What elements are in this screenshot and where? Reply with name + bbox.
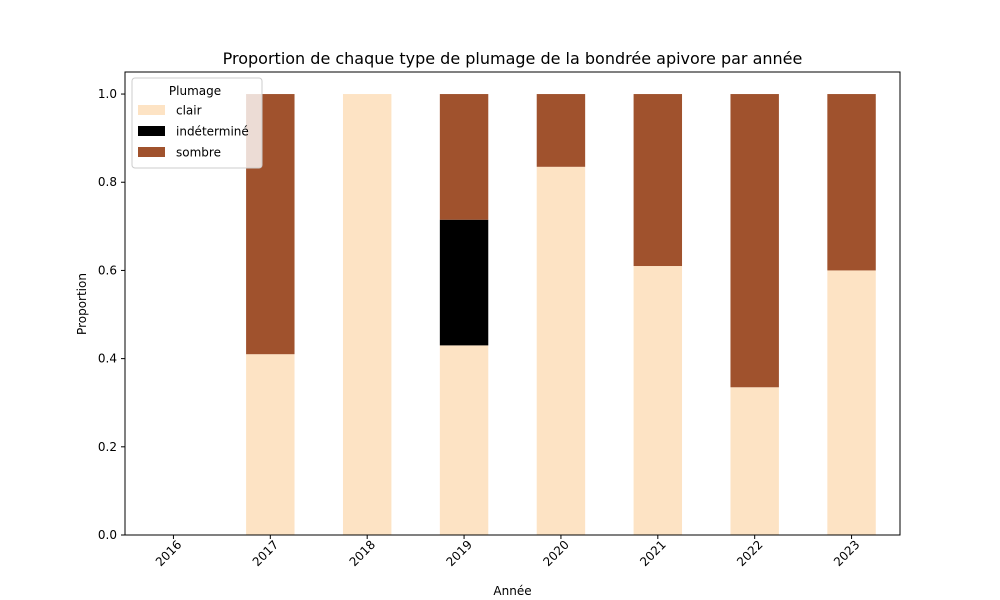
chart-title: Proportion de chaque type de plumage de …: [223, 49, 803, 68]
legend-label: indéterminé: [176, 125, 249, 139]
bar-segment-clair-2018: [342, 94, 392, 536]
legend: Plumage clair indéterminé sombre: [131, 77, 263, 169]
x-tick-label: 2020: [540, 538, 571, 569]
legend-swatch: [138, 147, 165, 157]
legend-swatch: [138, 105, 165, 115]
legend-box: [131, 77, 263, 169]
bar-segment-clair-2017: [246, 354, 295, 535]
plot-frame: [124, 71, 901, 536]
x-tick-label: 2022: [734, 538, 765, 569]
bar-segment-sombre-2019: [439, 94, 489, 220]
bar-segment-sombre-2020: [536, 94, 586, 167]
bar-segment-clair-2020: [536, 166, 586, 536]
x-tick-label: 2023: [831, 538, 862, 569]
y-axis-title: Proportion: [75, 273, 89, 335]
bar-segment-sombre-2023: [827, 94, 876, 271]
y-tick-label: 0.6: [98, 263, 117, 277]
legend-title: Plumage: [169, 84, 221, 98]
legend-label: clair: [176, 104, 202, 118]
x-tick-label: 2017: [250, 538, 281, 569]
y-tick-label: 0.0: [98, 528, 117, 542]
y-tick-label: 0.2: [98, 440, 117, 454]
bar-segment-clair-2022: [730, 387, 779, 535]
y-tick-label: 0.4: [98, 352, 117, 366]
plot-area: 0.0 0.2 0.4 0.6 0.8 1.0 2016 2017 2018 2019 2020 20…: [98, 71, 901, 569]
y-tick-label: 1.0: [98, 87, 117, 101]
bar-segment-sombre-2022: [730, 94, 779, 388]
legend-swatch: [138, 126, 165, 136]
x-tick-label: 2016: [153, 538, 184, 569]
bar-segment-clair-2021: [633, 266, 683, 535]
bar-segment-sombre-2021: [633, 94, 683, 267]
y-tick-label: 0.8: [98, 175, 117, 189]
x-tick-label: 2021: [637, 538, 668, 569]
x-tick-label: 2018: [347, 538, 378, 569]
bar-segment-clair-2023: [827, 270, 876, 535]
bar-segment-clair-2019: [439, 345, 489, 535]
legend-label: sombre: [176, 146, 221, 160]
bar-segment-indetermine-2019: [439, 219, 489, 346]
x-axis-title: Année: [493, 584, 531, 598]
x-tick-label: 2019: [443, 538, 474, 569]
